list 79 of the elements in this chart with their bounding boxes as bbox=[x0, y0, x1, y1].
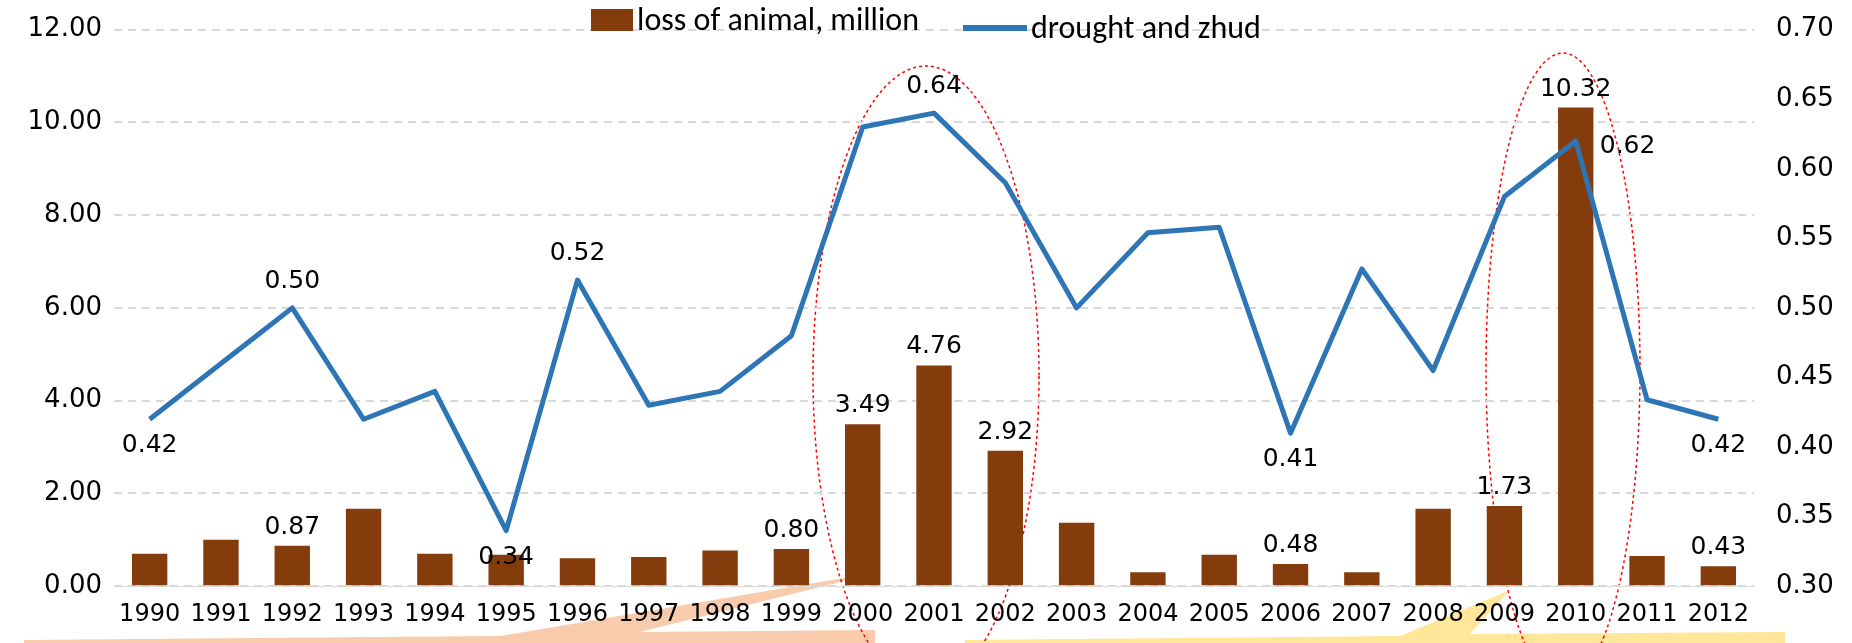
y2-tick-label: 0.70 bbox=[1776, 12, 1834, 43]
bar bbox=[1130, 572, 1166, 586]
y2-tick-label: 0.35 bbox=[1776, 499, 1834, 530]
y-tick-label: 12.00 bbox=[27, 12, 102, 43]
x-tick-label: 2000 bbox=[832, 598, 894, 627]
bar bbox=[1415, 508, 1451, 586]
y2-tick-label: 0.50 bbox=[1776, 290, 1834, 321]
bar bbox=[987, 450, 1023, 586]
bar bbox=[1058, 522, 1095, 586]
bar bbox=[345, 508, 382, 586]
bar bbox=[1344, 572, 1380, 586]
y-tick-label: 2.00 bbox=[44, 476, 102, 507]
data-label: 0.43 bbox=[1690, 531, 1747, 561]
data-label: 0.42 bbox=[121, 429, 178, 459]
x-tick-label: 1993 bbox=[333, 598, 395, 627]
data-label: 0.64 bbox=[906, 70, 962, 100]
bar bbox=[1629, 556, 1665, 586]
y-tick-label: 4.00 bbox=[44, 383, 102, 414]
x-tick-label: 2007 bbox=[1331, 598, 1393, 627]
data-label: 0.50 bbox=[264, 264, 321, 294]
data-label: 4.76 bbox=[906, 330, 962, 360]
y-tick-label: 6.00 bbox=[44, 290, 102, 321]
bar bbox=[916, 365, 952, 586]
data-label: 2.92 bbox=[977, 415, 1034, 445]
bar bbox=[631, 556, 667, 586]
y2-tick-label: 0.30 bbox=[1776, 568, 1834, 599]
y-tick-label: 8.00 bbox=[44, 197, 102, 228]
data-label: 0.42 bbox=[1690, 429, 1747, 459]
bar bbox=[131, 553, 168, 586]
y-tick-label: 10.00 bbox=[27, 105, 102, 136]
data-label: 0.52 bbox=[549, 237, 606, 267]
x-tick-label: 2008 bbox=[1402, 598, 1464, 627]
data-label: 0.41 bbox=[1262, 443, 1319, 473]
data-label: 0.48 bbox=[1262, 528, 1319, 558]
bar bbox=[1486, 505, 1523, 586]
data-label: 0.80 bbox=[763, 514, 820, 544]
x-tick-label: 1998 bbox=[689, 598, 751, 627]
data-label: 10.32 bbox=[1539, 72, 1612, 102]
bar bbox=[845, 424, 881, 586]
legend-label: loss of animal, million bbox=[637, 0, 919, 39]
y2-tick-label: 0.60 bbox=[1776, 151, 1834, 182]
bar bbox=[1700, 566, 1737, 586]
data-label: 1.73 bbox=[1476, 470, 1533, 500]
x-tick-label: 2011 bbox=[1616, 598, 1678, 627]
bar bbox=[274, 545, 310, 586]
x-tick-label: 2003 bbox=[1046, 598, 1108, 627]
x-tick-label: 2001 bbox=[903, 598, 965, 627]
x-tick-label: 2006 bbox=[1259, 598, 1322, 627]
x-tick-label: 2004 bbox=[1117, 598, 1179, 627]
x-tick-label: 1995 bbox=[475, 598, 537, 627]
bar bbox=[702, 550, 738, 586]
x-tick-label: 1990 bbox=[119, 598, 181, 627]
x-tick-label: 1994 bbox=[404, 598, 466, 627]
bar bbox=[1272, 563, 1309, 586]
bar bbox=[559, 558, 596, 586]
x-tick-label: 2002 bbox=[974, 598, 1036, 627]
bar bbox=[1558, 107, 1594, 586]
x-tick-label: 2009 bbox=[1473, 598, 1535, 627]
legend-label: drought and zhud bbox=[1030, 8, 1261, 47]
bar bbox=[1201, 554, 1237, 586]
x-tick-label: 1996 bbox=[546, 598, 609, 627]
x-tick-label: 2005 bbox=[1188, 598, 1250, 627]
x-tick-label: 1997 bbox=[618, 598, 680, 627]
data-label: 0.87 bbox=[264, 510, 321, 540]
y2-tick-label: 0.40 bbox=[1776, 429, 1834, 460]
data-label: 3.49 bbox=[834, 389, 891, 419]
bar bbox=[773, 549, 810, 586]
y-tick-label: 0.00 bbox=[44, 568, 102, 599]
bar bbox=[203, 539, 239, 586]
x-tick-label: 2010 bbox=[1545, 598, 1607, 627]
x-tick-label: 1999 bbox=[760, 598, 822, 627]
x-tick-label: 1992 bbox=[261, 598, 323, 627]
x-tick-label: 1991 bbox=[190, 598, 252, 627]
y2-tick-label: 0.45 bbox=[1776, 360, 1834, 391]
data-label: 0.62 bbox=[1599, 130, 1656, 160]
y2-tick-label: 0.65 bbox=[1776, 81, 1834, 112]
bar bbox=[417, 553, 453, 586]
y2-tick-label: 0.55 bbox=[1776, 221, 1834, 252]
x-tick-label: 2012 bbox=[1687, 598, 1749, 627]
